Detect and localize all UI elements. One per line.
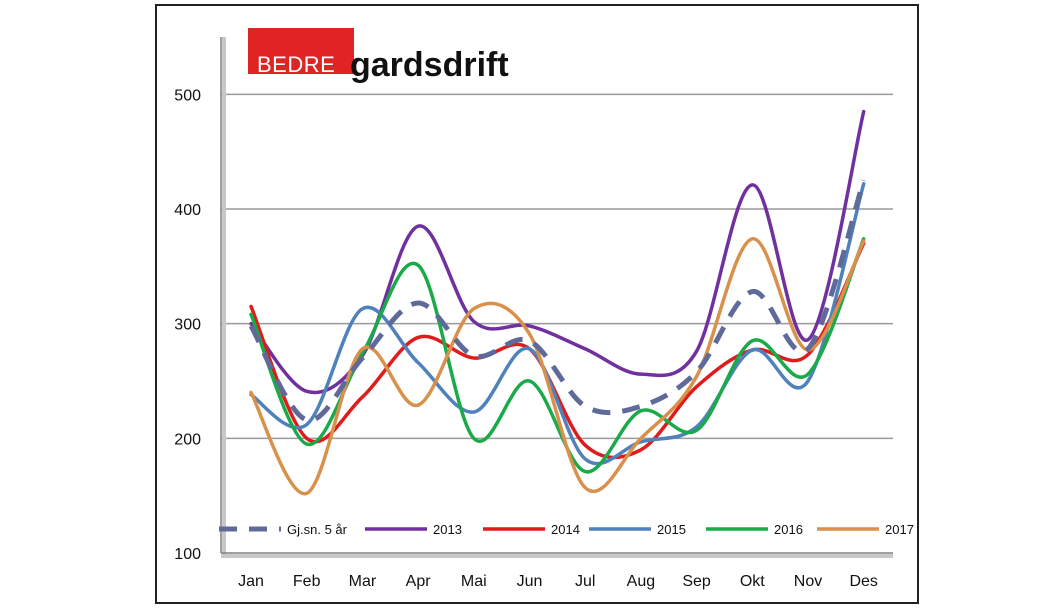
x-tick-label: Feb — [293, 573, 321, 590]
x-tick-label: Okt — [740, 573, 765, 590]
legend-label: 2016 — [774, 522, 803, 537]
axes: 100 200 300 400 500 Jan Feb Mar Apr Mai Jun Jul Aug S… — [174, 37, 893, 590]
legend-label: Gj.sn. 5 år — [287, 522, 348, 537]
legend-label: 2017 — [885, 522, 914, 537]
series-line-gj-sn-5-r — [248, 179, 867, 423]
x-tick-label: Nov — [794, 573, 822, 590]
x-tick-label: Jun — [517, 573, 543, 590]
y-tick-label: 400 — [174, 202, 201, 219]
x-tick-label: Apr — [406, 573, 432, 590]
logo-bedre-text: BEDRE — [257, 52, 335, 77]
x-tick-label: Mai — [461, 573, 487, 590]
line-chart: 100 200 300 400 500 Jan Feb Mar Apr Mai Jun Jul Aug S… — [174, 28, 914, 590]
gridlines — [221, 93, 893, 440]
legend: Gj.sn. 5 år 2013 2014 2015 2016 2017 — [219, 522, 914, 537]
x-tick-label: Sep — [682, 573, 711, 590]
y-tick-label: 200 — [174, 431, 201, 448]
series-line-2015 — [249, 182, 866, 466]
x-tick-label: Des — [849, 573, 877, 590]
x-tick-label: Jul — [575, 573, 595, 590]
y-tick-label: 300 — [174, 317, 201, 334]
legend-label: 2013 — [433, 522, 462, 537]
y-tick-label: 100 — [174, 546, 201, 563]
logo-gardsdrift-text: gardsdrift — [350, 46, 509, 84]
series-line-2016 — [249, 237, 866, 474]
chart-frame: 100 200 300 400 500 Jan Feb Mar Apr Mai Jun Jul Aug S… — [155, 4, 919, 604]
x-tick-label: Aug — [627, 573, 655, 590]
legend-label: 2015 — [657, 522, 686, 537]
y-tick-label: 500 — [174, 87, 201, 104]
x-tick-label: Jan — [238, 573, 264, 590]
x-tick-label: Mar — [349, 573, 377, 590]
logo-red-block — [248, 28, 354, 74]
series-lines — [248, 109, 867, 496]
legend-label: 2014 — [551, 522, 580, 537]
series-line-2017 — [249, 237, 866, 496]
bedre-gardsdrift-logo: BEDRE gardsdrift — [248, 28, 509, 84]
